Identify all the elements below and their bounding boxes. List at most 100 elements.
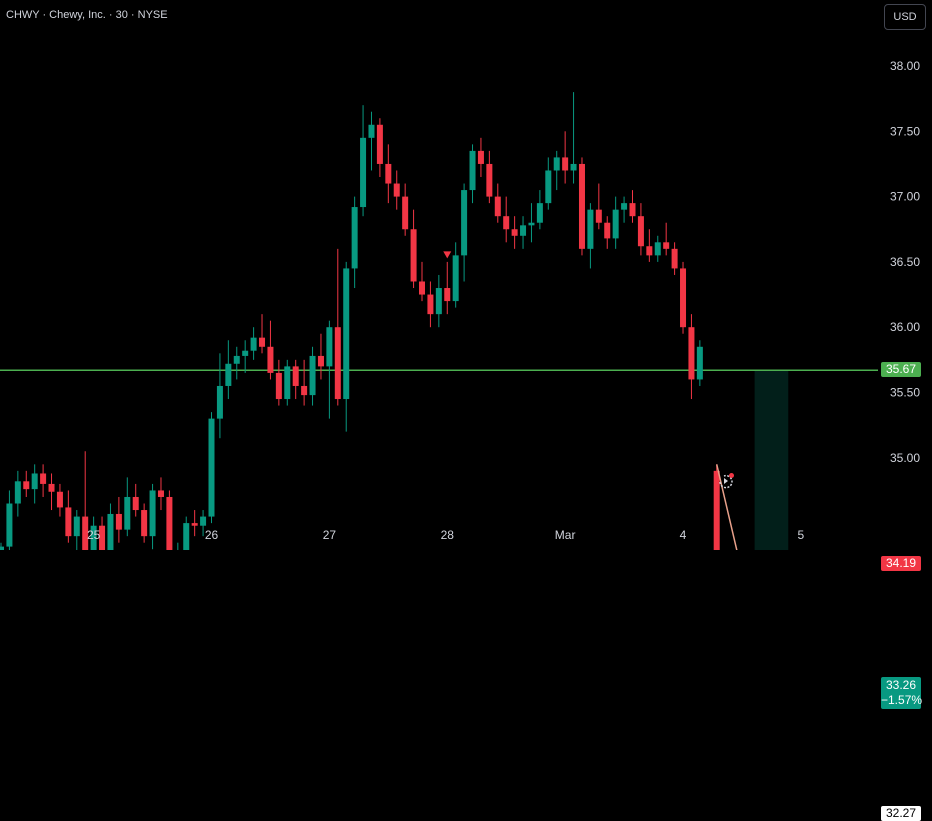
drawings [443,251,738,550]
candle-body [713,470,720,550]
candle-body [23,481,30,490]
candle-body [250,337,257,351]
candle-body [494,196,501,217]
time-tick: 25 [87,528,101,542]
candle-body [444,288,451,302]
candle-body [166,496,173,550]
candle-body [545,170,552,204]
candle-body [410,229,417,282]
candle-body [309,355,316,396]
candle-body [570,163,577,171]
candle-body [31,473,38,490]
candle-body [629,203,636,217]
candle-body [208,418,215,517]
candle-body [141,510,148,537]
candle-body [0,546,4,550]
candle-body [368,124,375,138]
candle-body [461,190,468,256]
candle-body [696,346,703,380]
candle-body [402,196,409,230]
time-tick: 28 [441,528,455,542]
candle-body [646,246,653,256]
candle-body [90,525,97,550]
candle-body [393,183,400,197]
candle-body [191,523,198,526]
candle-body [216,385,223,419]
candle-body [14,481,21,504]
candle-body [469,150,476,191]
candle-body [503,216,510,230]
current-price-label: 33.26 −1.57% [881,677,923,710]
candle-body [511,229,518,236]
candle-body [157,490,164,497]
candles [0,92,720,550]
candle-body [82,516,89,550]
candle-body [663,242,670,249]
price-label-35-67: 35.67 [881,362,921,378]
price-axis: 35.00 35.50 36.00 36.50 37.00 37.50 38.00 [890,59,920,465]
candle-body [578,163,585,249]
time-tick: 26 [205,528,219,542]
symbol-title: CHWY · Chewy, Inc. · 30 · NYSE [6,9,168,21]
candle-body [334,327,341,400]
candle-body [267,346,274,373]
candle-body [56,491,63,508]
candle-body [183,523,190,550]
candle-body [259,337,266,347]
candle-body [115,513,122,530]
replay-icon[interactable] [716,471,736,491]
candle-body [132,496,139,511]
candle-body [477,150,484,164]
candle-body [419,281,425,295]
candle-body [242,350,249,356]
candle-body [486,163,493,197]
candle-body [612,209,619,239]
time-tick: 4 [680,528,687,542]
time-tick: 27 [323,528,337,542]
candle-body [284,366,291,400]
candle-body [360,137,367,208]
price-tick: 38.00 [890,59,920,73]
candle-body [520,225,527,236]
candle-body [553,157,560,171]
candle-body [621,203,628,210]
candle-body [595,209,602,223]
candle-body [107,513,114,550]
price-tick: 37.50 [890,124,920,138]
current-price-change: −1.57% [881,693,923,708]
candle-body [73,516,80,537]
candle-body [225,363,232,386]
candle-body [301,385,308,396]
time-tick: 5 [798,528,805,542]
candle-body [654,242,661,256]
candle-body [562,157,569,171]
candle-body [343,268,350,400]
candle-body [149,490,156,537]
price-tick: 36.00 [890,320,920,334]
current-price-value: 33.26 [885,678,917,693]
candle-body [124,496,131,530]
candle-body [671,248,678,269]
candle-body [326,327,333,367]
candle-body [604,222,611,239]
down-marker [443,251,452,259]
candle-body [587,209,594,249]
price-tick: 35.00 [890,451,920,465]
trend-line [715,464,738,550]
candle-body [292,366,299,386]
price-label-34-19: 34.19 [881,555,921,571]
candle-body [435,288,442,315]
candle-body [385,163,392,184]
candle-body [427,294,434,315]
candle-body [536,203,543,223]
time-axis: 25 26 27 28 Mar 4 5 [87,528,805,542]
horizontal-levels [0,369,878,372]
price-chart[interactable]: 35.00 35.50 36.00 36.50 37.00 37.50 38.00 25 26… [0,0,932,550]
price-tick: 36.50 [890,255,920,269]
target-zone [754,370,789,550]
currency-button[interactable]: USD [884,4,926,30]
price-tick: 35.50 [890,386,920,400]
candle-body [275,372,282,400]
candle-body [40,473,47,484]
